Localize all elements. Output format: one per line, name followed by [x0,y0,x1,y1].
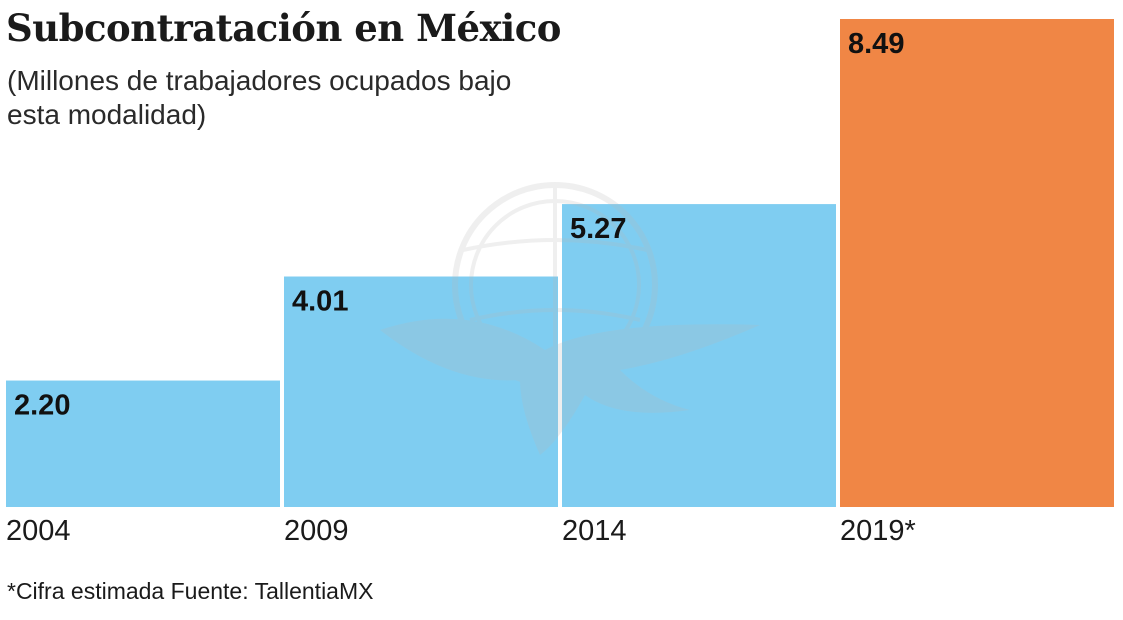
x-tick-2009: 2009 [284,515,349,547]
value-label-2009: 4.01 [292,286,348,318]
value-label-2004: 2.20 [14,390,70,422]
chart-subtitle: (Millones de trabajadores ocupados bajo … [7,65,512,130]
value-label-2014: 5.27 [570,213,626,245]
bar-2014 [562,204,836,508]
chart-title: Subcontratación en México [6,6,561,50]
x-tick-2014: 2014 [562,515,627,547]
bars-layer [6,19,1114,508]
value-label-2019: 8.49 [848,28,904,60]
source-footnote: *Cifra estimada Fuente: TallentiaMX [7,578,374,604]
bar-2004 [6,380,280,507]
x-tick-2004: 2004 [6,515,71,547]
watermark-eagle-emblem [380,182,760,455]
labels-layer: 2.20 2004 4.01 2009 5.27 2014 8.49 2019* [6,28,916,547]
x-tick-2019: 2019* [840,515,916,547]
bar-2009 [284,276,558,507]
bar-2019 [840,19,1114,507]
